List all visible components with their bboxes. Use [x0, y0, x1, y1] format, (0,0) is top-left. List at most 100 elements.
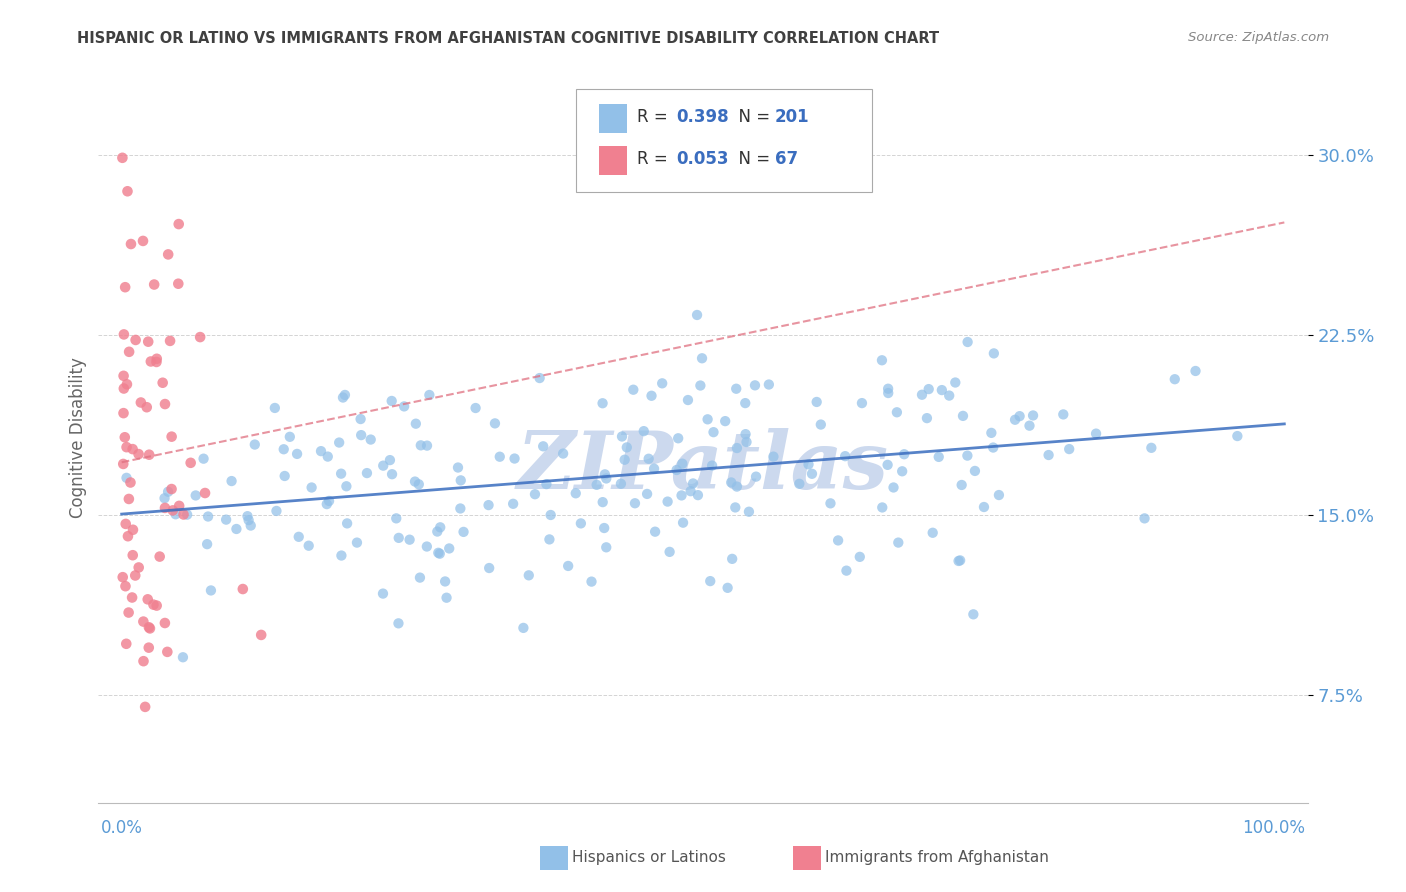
Point [948, 554, 970, 568]
Point [643, 461, 665, 475]
Point [725, 441, 748, 455]
Point [427, 546, 450, 560]
Point [720, 475, 742, 490]
Point [114, 280, 136, 294]
Point [835, 564, 858, 578]
Point [1052, 408, 1074, 422]
Point [128, 560, 150, 574]
Point [745, 469, 768, 483]
Point [734, 396, 756, 410]
Point [1004, 413, 1026, 427]
Point [689, 378, 711, 392]
Point [193, 451, 215, 466]
Point [378, 453, 401, 467]
Point [114, 430, 136, 444]
Text: 0.398: 0.398 [676, 108, 728, 126]
Point [273, 442, 295, 457]
Point [184, 488, 207, 502]
Point [676, 392, 699, 407]
Point [449, 501, 471, 516]
Point [409, 571, 432, 585]
Point [121, 591, 143, 605]
Point [111, 151, 134, 165]
Point [943, 376, 966, 390]
Point [195, 537, 218, 551]
Point [278, 430, 301, 444]
Point [810, 417, 832, 432]
Point [1164, 372, 1187, 386]
Point [117, 184, 139, 198]
Point [197, 509, 219, 524]
Point [738, 505, 761, 519]
Point [950, 478, 973, 492]
Point [149, 549, 172, 564]
Point [236, 509, 259, 524]
Point [200, 583, 222, 598]
Point [392, 400, 415, 414]
Point [1085, 426, 1108, 441]
Point [349, 412, 371, 426]
Point [404, 475, 426, 489]
Point [973, 500, 995, 514]
Text: N =: N = [728, 150, 776, 168]
Point [686, 488, 709, 502]
Point [488, 450, 510, 464]
Point [484, 417, 506, 431]
Point [225, 522, 247, 536]
Point [418, 388, 440, 402]
Point [538, 533, 561, 547]
Point [981, 441, 1004, 455]
Text: Source: ZipAtlas.com: Source: ZipAtlas.com [1188, 31, 1329, 45]
Text: 0.053: 0.053 [676, 150, 728, 168]
Point [120, 237, 142, 252]
Point [517, 568, 540, 582]
Text: 201: 201 [775, 108, 810, 126]
Point [145, 355, 167, 369]
Point [346, 535, 368, 549]
Point [301, 481, 323, 495]
Point [453, 524, 475, 539]
Point [333, 388, 356, 402]
Point [963, 464, 986, 478]
Point [285, 447, 308, 461]
Point [700, 458, 723, 473]
Point [176, 508, 198, 522]
Point [316, 450, 339, 464]
Point [789, 476, 811, 491]
Point [744, 378, 766, 392]
Point [172, 650, 194, 665]
Text: 100.0%: 100.0% [1241, 819, 1305, 837]
Point [114, 516, 136, 531]
Point [434, 574, 457, 589]
Point [120, 475, 142, 490]
Point [870, 353, 893, 368]
Point [658, 545, 681, 559]
Point [167, 277, 190, 291]
Point [112, 368, 135, 383]
Point [657, 494, 679, 508]
Point [239, 518, 262, 533]
Point [115, 471, 138, 485]
Point [717, 581, 740, 595]
Point [801, 467, 824, 481]
Point [159, 334, 181, 348]
Point [595, 541, 617, 555]
Point [243, 437, 266, 451]
Point [134, 699, 156, 714]
Point [636, 487, 658, 501]
Point [263, 401, 285, 415]
Point [138, 448, 160, 462]
Point [952, 409, 974, 423]
Point [931, 383, 953, 397]
Point [891, 464, 914, 478]
Point [595, 471, 617, 485]
Text: HISPANIC OR LATINO VS IMMIGRANTS FROM AFGHANISTAN COGNITIVE DISABILITY CORRELATI: HISPANIC OR LATINO VS IMMIGRANTS FROM AF… [77, 31, 939, 46]
Point [157, 484, 180, 499]
Point [160, 430, 183, 444]
Point [886, 405, 908, 419]
Point [405, 417, 427, 431]
Point [153, 615, 176, 630]
Point [592, 396, 614, 410]
Point [672, 516, 695, 530]
Text: R =: R = [637, 108, 673, 126]
